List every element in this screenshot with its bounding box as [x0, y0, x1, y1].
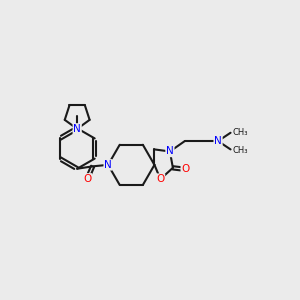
Text: O: O [83, 174, 92, 184]
Text: N: N [166, 146, 174, 157]
Text: CH₃: CH₃ [232, 146, 248, 154]
Text: O: O [156, 174, 164, 184]
Text: N: N [104, 160, 112, 170]
Text: N: N [214, 136, 222, 146]
Text: N: N [73, 124, 81, 134]
Text: CH₃: CH₃ [232, 128, 248, 137]
Text: O: O [181, 164, 190, 174]
